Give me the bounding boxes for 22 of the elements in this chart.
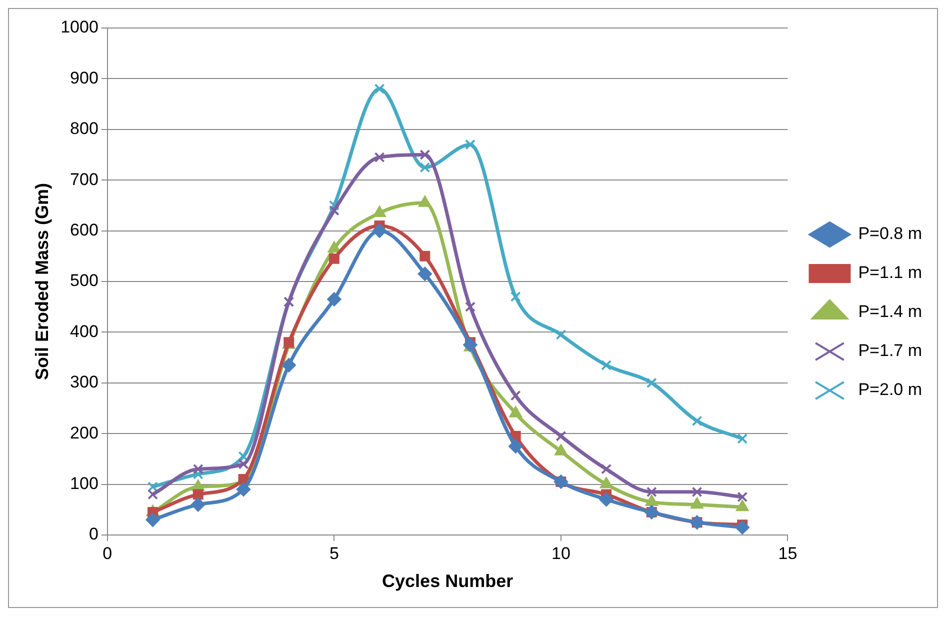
y-tick-label: 200: [70, 423, 98, 442]
x-tick-label: 5: [329, 544, 339, 563]
y-tick-label: 600: [70, 220, 98, 240]
legend-label: P=0.8 m: [858, 224, 922, 244]
y-tick-label: 500: [70, 271, 98, 290]
y-tick-label: 700: [70, 170, 98, 189]
x-tick-label: 15: [778, 544, 798, 563]
y-tick-label: 800: [70, 119, 98, 138]
y-tick-label: 300: [70, 372, 98, 392]
y-tick-label: 1000: [60, 18, 98, 37]
y-tick-label: 100: [70, 474, 98, 493]
y-tick-label: 900: [70, 68, 98, 88]
y-axis-title: Soil Eroded Mass (Gm): [32, 182, 52, 380]
y-tick-label: 400: [70, 322, 98, 341]
legend-label: P=2.0 m: [858, 380, 922, 400]
y-tick-label: 0: [88, 524, 98, 544]
legend-label: P=1.7 m: [858, 341, 922, 360]
x-axis-title: Cycles Number: [382, 571, 514, 592]
x-tick-label: 10: [551, 544, 570, 563]
x-tick-label: 0: [102, 544, 112, 563]
legend-label: P=1.1 m: [858, 263, 922, 282]
legend-label: P=1.4 m: [858, 302, 922, 322]
